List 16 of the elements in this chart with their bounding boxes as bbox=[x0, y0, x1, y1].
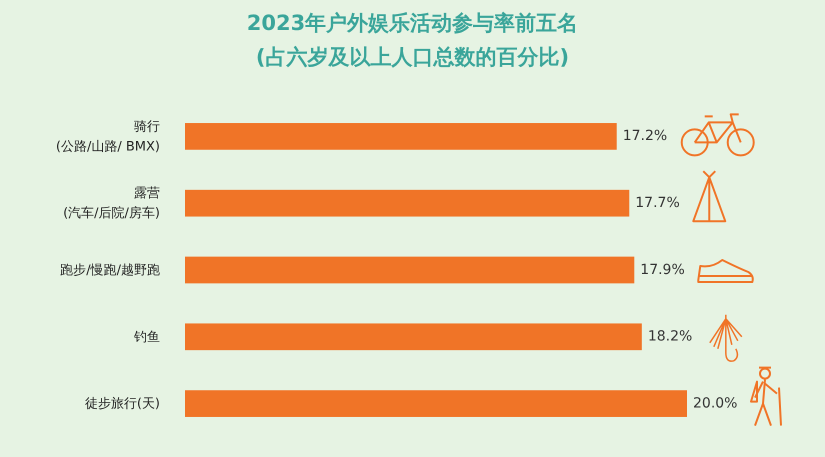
y-tick-label: 跑步/慢跑/越野跑 bbox=[60, 262, 160, 278]
bar bbox=[185, 190, 630, 217]
y-tick-label: 钓鱼 bbox=[133, 329, 160, 344]
y-tick-label: 露营 (汽车/后院/房车) bbox=[63, 186, 160, 221]
bar bbox=[185, 323, 642, 350]
bar bbox=[185, 256, 634, 284]
data-label: 17.7% bbox=[635, 195, 680, 212]
data-label: 17.9% bbox=[640, 262, 685, 278]
bar bbox=[185, 123, 617, 150]
bar bbox=[185, 390, 687, 417]
data-label: 18.2% bbox=[648, 328, 692, 345]
data-label: 17.2% bbox=[622, 128, 668, 144]
y-tick-label: 骑行 (公路/山路/ BMX) bbox=[56, 118, 160, 154]
chart-title: 2023年户外娱乐活动参与率前五名 (占六岁及以上人口总数的百分比) bbox=[246, 11, 578, 69]
data-label: 20.0% bbox=[693, 395, 738, 412]
y-tick-label: 徒步旅行(天) bbox=[84, 396, 160, 412]
